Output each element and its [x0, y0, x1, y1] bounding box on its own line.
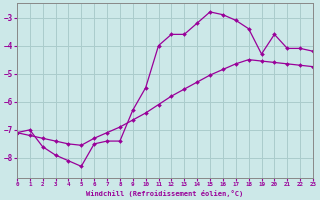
X-axis label: Windchill (Refroidissement éolien,°C): Windchill (Refroidissement éolien,°C) [86, 190, 244, 197]
